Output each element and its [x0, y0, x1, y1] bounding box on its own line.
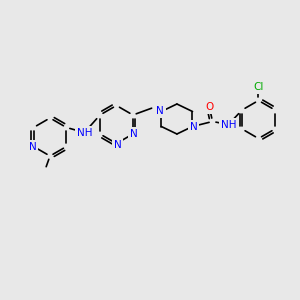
Text: N: N	[190, 122, 197, 131]
Text: N: N	[29, 142, 36, 152]
Text: NH: NH	[221, 119, 236, 130]
Text: NH: NH	[77, 128, 92, 137]
Text: O: O	[206, 103, 214, 112]
Text: N: N	[156, 106, 164, 116]
Text: N: N	[130, 129, 138, 139]
Text: N: N	[114, 140, 121, 149]
Text: Cl: Cl	[253, 82, 264, 92]
